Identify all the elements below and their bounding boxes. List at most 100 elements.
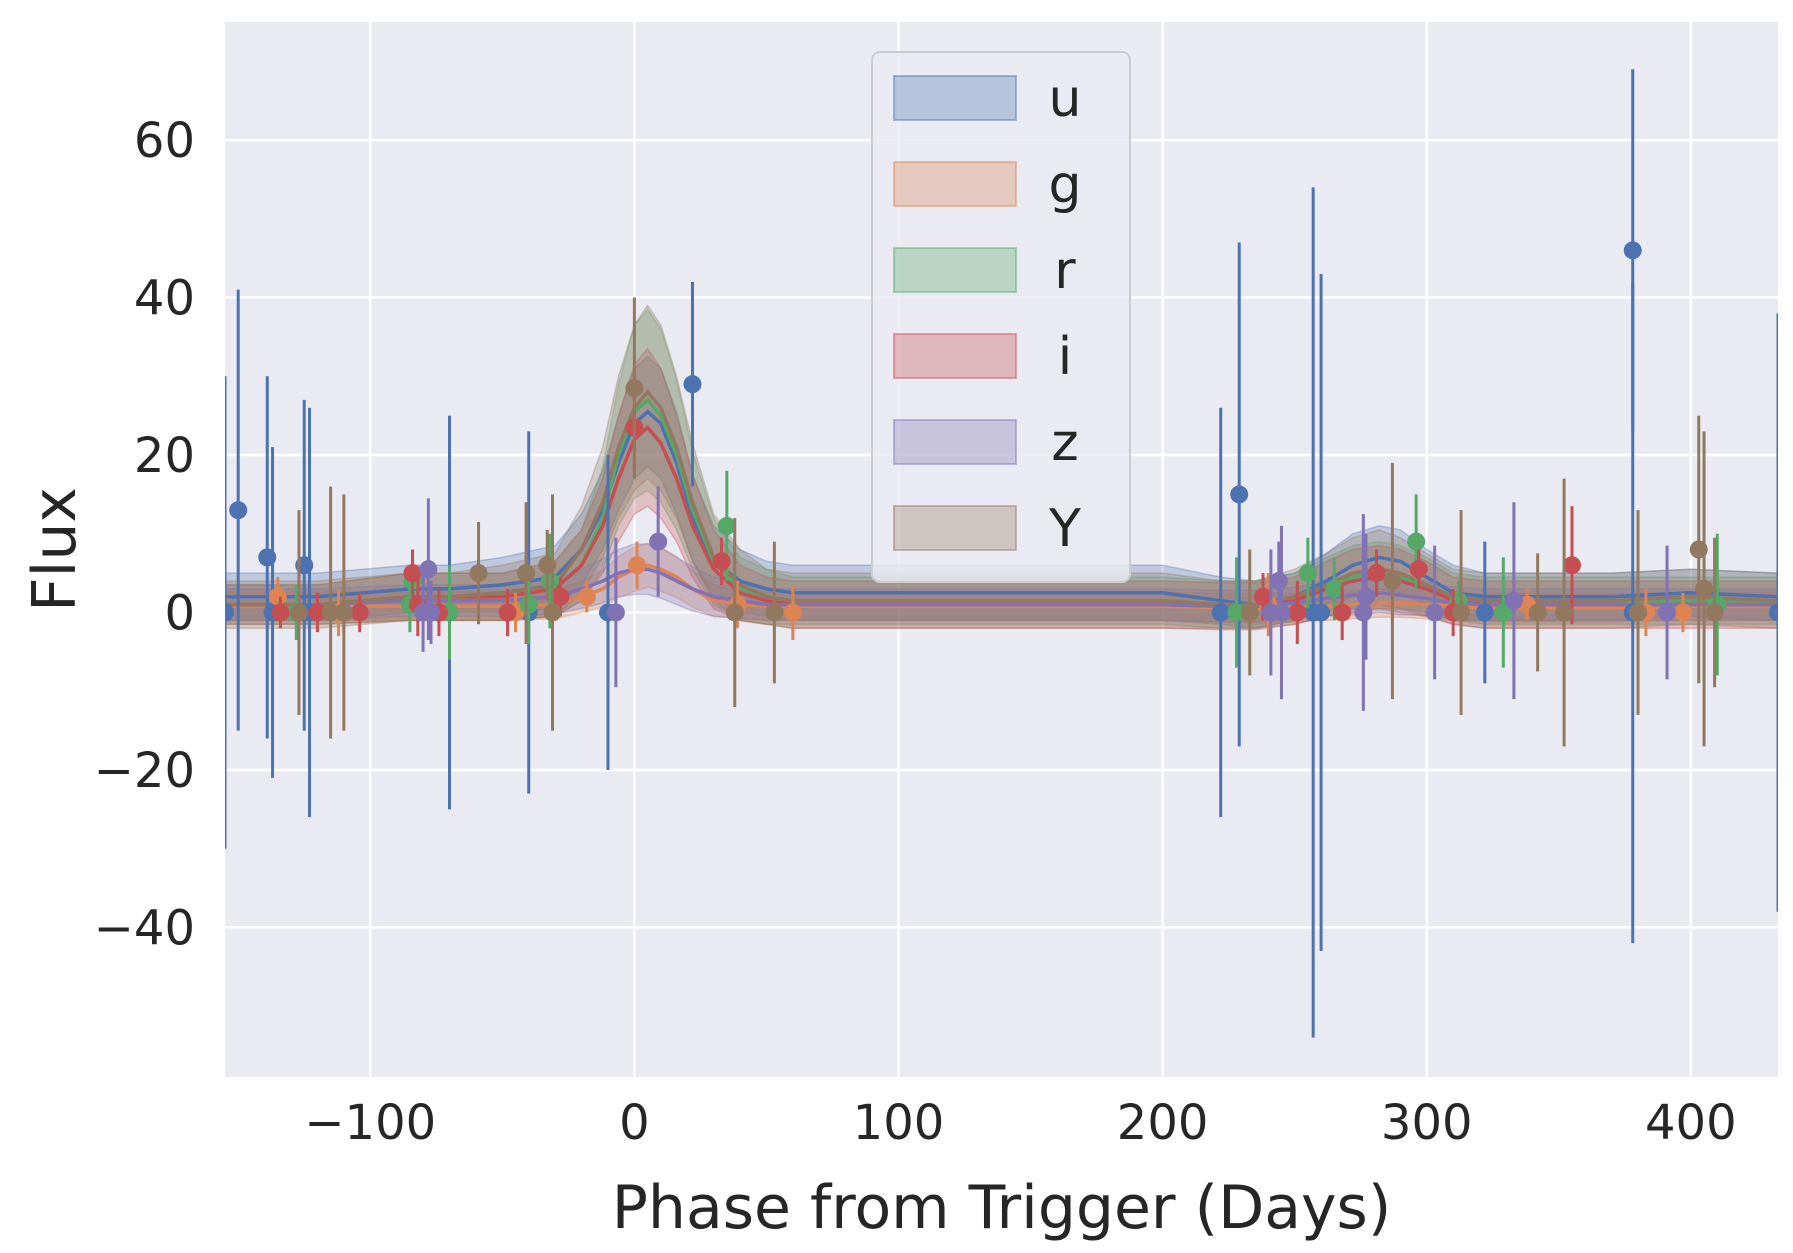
data-point-u [1769,313,1778,912]
data-point-i [712,537,731,585]
marker [1475,603,1494,622]
data-point-i [308,592,327,633]
data-point-r [1227,557,1246,668]
marker [1528,603,1547,622]
y-tick-label: −20 [94,743,195,799]
marker [1769,603,1778,622]
marker [268,587,287,606]
marker [1409,560,1428,579]
data-point-Y [1555,478,1574,747]
marker [1230,485,1249,504]
marker [1211,603,1230,622]
data-point-Y [1705,537,1724,688]
marker [422,603,441,622]
data-point-Y [289,510,308,715]
marker [1494,603,1513,622]
marker [1705,603,1724,622]
legend-label-Y: Y [1048,499,1081,559]
marker [321,603,340,622]
x-tick-label: 0 [619,1095,650,1151]
marker [625,379,644,398]
marker [540,571,559,590]
marker [1240,603,1259,622]
band-r [225,308,1778,629]
band-Y [225,304,1778,629]
model-lines [225,389,1778,611]
data-point-z [1356,533,1375,660]
marker [606,603,625,622]
marker [1452,603,1471,622]
marker [1253,587,1272,606]
legend-label-g: g [1048,155,1081,215]
marker [469,564,488,583]
legend-label-z: z [1051,413,1078,473]
data-point-z [1354,514,1373,711]
data-point-z [1658,545,1677,680]
marker [649,532,668,551]
marker [1325,579,1344,598]
data-point-g [628,541,647,589]
marker [225,603,234,622]
x-tick-label: 100 [853,1095,945,1151]
data-point-u [229,289,248,731]
marker [628,556,647,575]
data-point-i [1367,549,1386,597]
model-line-Y [225,389,1778,607]
data-point-Y [725,518,744,707]
data-point-u [1211,407,1230,818]
x-tick-label: 300 [1381,1095,1473,1151]
marker [1227,603,1246,622]
legend-label-u: u [1049,69,1082,129]
data-point-Y [1528,553,1547,672]
data-point-u [1475,541,1494,684]
data-point-Y [469,521,488,625]
marker [498,603,517,622]
marker [1504,591,1523,610]
marker [1623,241,1642,260]
legend-label-i: i [1058,327,1072,387]
marker [517,564,536,583]
y-axis-label: Flux [20,487,90,612]
marker [1356,587,1375,606]
marker [1407,532,1426,551]
marker [1425,603,1444,622]
data-point-i [498,588,517,637]
data-point-i [1562,506,1581,625]
legend-swatch-Y [893,505,1017,551]
y-tick-label: 0 [164,585,195,641]
y-tick-label: −40 [94,900,195,956]
data-point-Y [765,541,784,684]
marker [1673,603,1692,622]
data-point-u [1230,242,1249,747]
data-point-i [1288,580,1307,644]
marker [1298,564,1317,583]
data-point-z [649,486,668,597]
marker [1354,603,1373,622]
marker [1383,571,1402,590]
data-point-z [1272,525,1291,700]
marker [1269,571,1288,590]
marker [1367,564,1386,583]
legend-swatch-z [893,419,1017,465]
data-point-Y [1383,462,1402,700]
marker [334,603,353,622]
data-point-z [606,537,625,688]
data-point-z [1425,545,1444,680]
data-point-u [1312,273,1331,952]
x-tick-label: 200 [1117,1095,1209,1151]
x-tick-label: −100 [304,1095,436,1151]
marker [1555,603,1574,622]
data-point-g [1673,592,1692,633]
marker [350,603,369,622]
marker [1629,603,1648,622]
data-point-u [683,281,702,487]
marker [1333,603,1352,622]
data-point-Y [1629,510,1648,715]
data-point-Y [1240,549,1259,676]
marker [683,375,702,394]
marker [543,603,562,622]
data-point-Y [321,486,340,739]
y-tick-label: 40 [134,271,195,327]
marker [419,560,438,579]
